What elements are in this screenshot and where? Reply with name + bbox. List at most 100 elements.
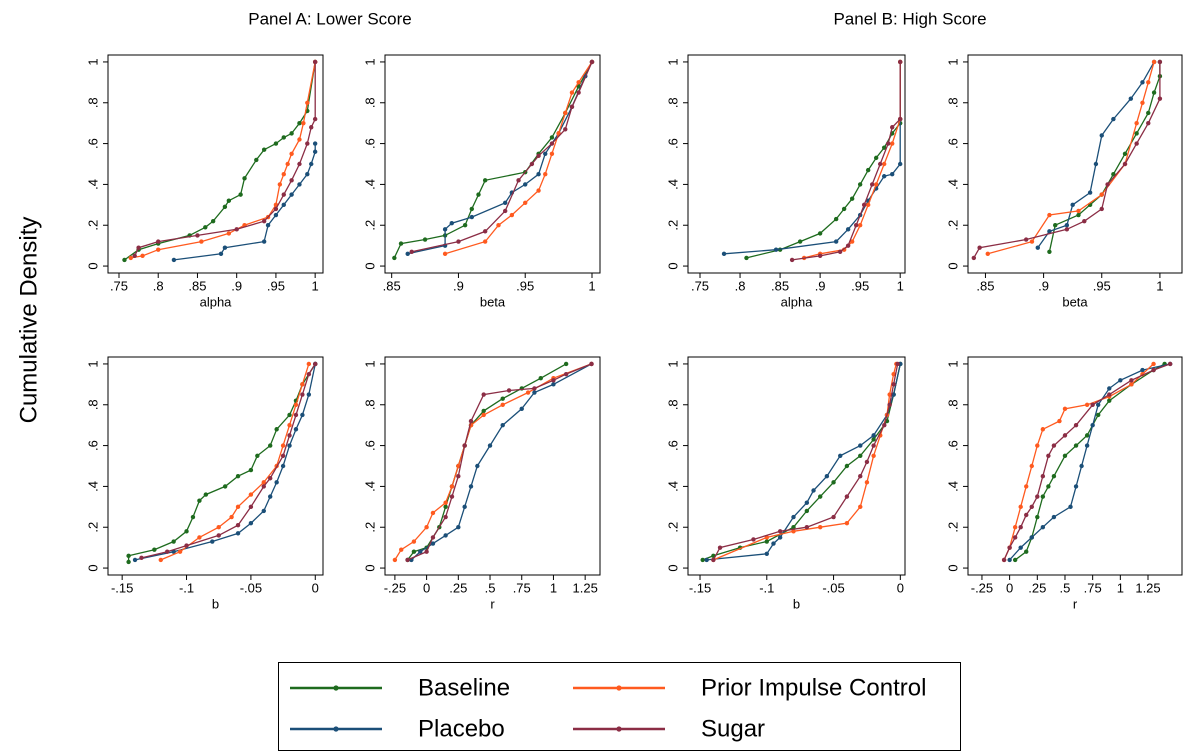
plot-frame bbox=[967, 356, 1183, 576]
data-point bbox=[1051, 443, 1057, 448]
data-point bbox=[889, 141, 895, 146]
data-point bbox=[777, 529, 783, 534]
data-point bbox=[210, 539, 215, 544]
data-point bbox=[469, 214, 475, 220]
data-point bbox=[1035, 514, 1040, 520]
legend-marker bbox=[333, 685, 339, 691]
x-tick-label: 1 bbox=[312, 278, 319, 293]
data-point bbox=[532, 390, 537, 395]
data-point bbox=[300, 392, 305, 397]
data-point bbox=[837, 249, 843, 254]
data-point bbox=[1134, 131, 1139, 136]
y-tick-label: .2 bbox=[85, 522, 100, 533]
y-tick-label: 1 bbox=[665, 360, 680, 367]
data-point bbox=[235, 531, 241, 536]
data-point bbox=[818, 525, 823, 530]
data-point bbox=[576, 80, 581, 85]
data-point bbox=[248, 467, 254, 473]
data-point bbox=[858, 504, 863, 510]
data-point bbox=[456, 525, 461, 530]
data-point bbox=[1129, 382, 1134, 387]
data-point bbox=[509, 212, 515, 218]
x-tick-label: .8 bbox=[153, 278, 164, 293]
data-point bbox=[1095, 402, 1101, 407]
legend-label: Prior Impulse Control bbox=[701, 674, 926, 701]
data-point bbox=[831, 514, 836, 520]
data-point bbox=[818, 494, 823, 499]
data-point bbox=[881, 145, 887, 150]
panel-title: Panel B: High Score bbox=[833, 9, 986, 28]
data-point bbox=[1062, 453, 1068, 458]
x-tick-label: .75 bbox=[513, 580, 531, 595]
data-point bbox=[1007, 557, 1012, 563]
data-point bbox=[844, 520, 850, 526]
data-point bbox=[1018, 504, 1023, 510]
data-point bbox=[482, 229, 488, 234]
data-point bbox=[873, 182, 879, 187]
y-tick-label: .2 bbox=[665, 522, 680, 533]
x-axis-label: b bbox=[793, 596, 800, 611]
data-point bbox=[791, 525, 796, 530]
data-point bbox=[1024, 549, 1029, 554]
y-tick-label: 1 bbox=[85, 360, 100, 367]
data-point bbox=[469, 206, 475, 212]
data-point bbox=[139, 555, 144, 561]
data-point bbox=[824, 474, 830, 479]
data-point bbox=[184, 529, 189, 534]
data-point bbox=[449, 484, 455, 489]
data-point bbox=[977, 245, 982, 250]
data-point bbox=[418, 549, 423, 554]
data-point bbox=[261, 508, 266, 514]
data-point bbox=[1129, 378, 1134, 383]
data-point bbox=[1079, 463, 1084, 469]
legend-box bbox=[278, 662, 961, 751]
y-tick-label: 1 bbox=[665, 58, 680, 65]
data-point bbox=[468, 484, 474, 489]
data-point bbox=[281, 135, 286, 140]
y-tick-label: .2 bbox=[362, 220, 377, 231]
data-point bbox=[1107, 398, 1112, 403]
y-tick-label: .2 bbox=[945, 220, 960, 231]
y-tick-label: .2 bbox=[85, 220, 100, 231]
x-axis-label: alpha bbox=[200, 294, 233, 309]
data-point bbox=[281, 192, 286, 197]
data-point bbox=[1105, 182, 1110, 187]
y-tick-label: .8 bbox=[945, 399, 960, 410]
data-point bbox=[1082, 218, 1087, 224]
data-point bbox=[210, 218, 216, 224]
data-point bbox=[1047, 229, 1052, 234]
plot-frame bbox=[384, 54, 601, 274]
data-point bbox=[280, 453, 286, 458]
plot-frame bbox=[687, 54, 906, 274]
data-point bbox=[312, 149, 318, 154]
data-point bbox=[844, 494, 850, 499]
data-point bbox=[871, 453, 876, 458]
data-point bbox=[536, 188, 541, 193]
data-point bbox=[126, 559, 131, 565]
data-point bbox=[500, 396, 505, 401]
data-point bbox=[871, 443, 876, 448]
data-point bbox=[1051, 474, 1057, 479]
data-point bbox=[1035, 494, 1040, 499]
data-point bbox=[222, 204, 228, 210]
x-tick-label: .75 bbox=[110, 278, 128, 293]
data-point bbox=[711, 557, 716, 563]
data-point bbox=[845, 227, 851, 232]
data-point bbox=[569, 90, 575, 95]
data-point bbox=[897, 116, 903, 122]
data-point bbox=[424, 525, 429, 530]
data-point bbox=[877, 161, 883, 167]
data-point bbox=[869, 182, 875, 187]
x-tick-label: .85 bbox=[188, 278, 206, 293]
series-line bbox=[130, 61, 316, 259]
data-point bbox=[422, 237, 428, 242]
data-point bbox=[529, 161, 535, 167]
series-line bbox=[160, 363, 310, 561]
data-point bbox=[476, 192, 481, 197]
data-point bbox=[481, 408, 486, 414]
data-point bbox=[857, 223, 863, 228]
data-point bbox=[817, 253, 823, 259]
data-point bbox=[1018, 545, 1023, 550]
data-point bbox=[811, 488, 816, 493]
data-point bbox=[1151, 90, 1157, 95]
